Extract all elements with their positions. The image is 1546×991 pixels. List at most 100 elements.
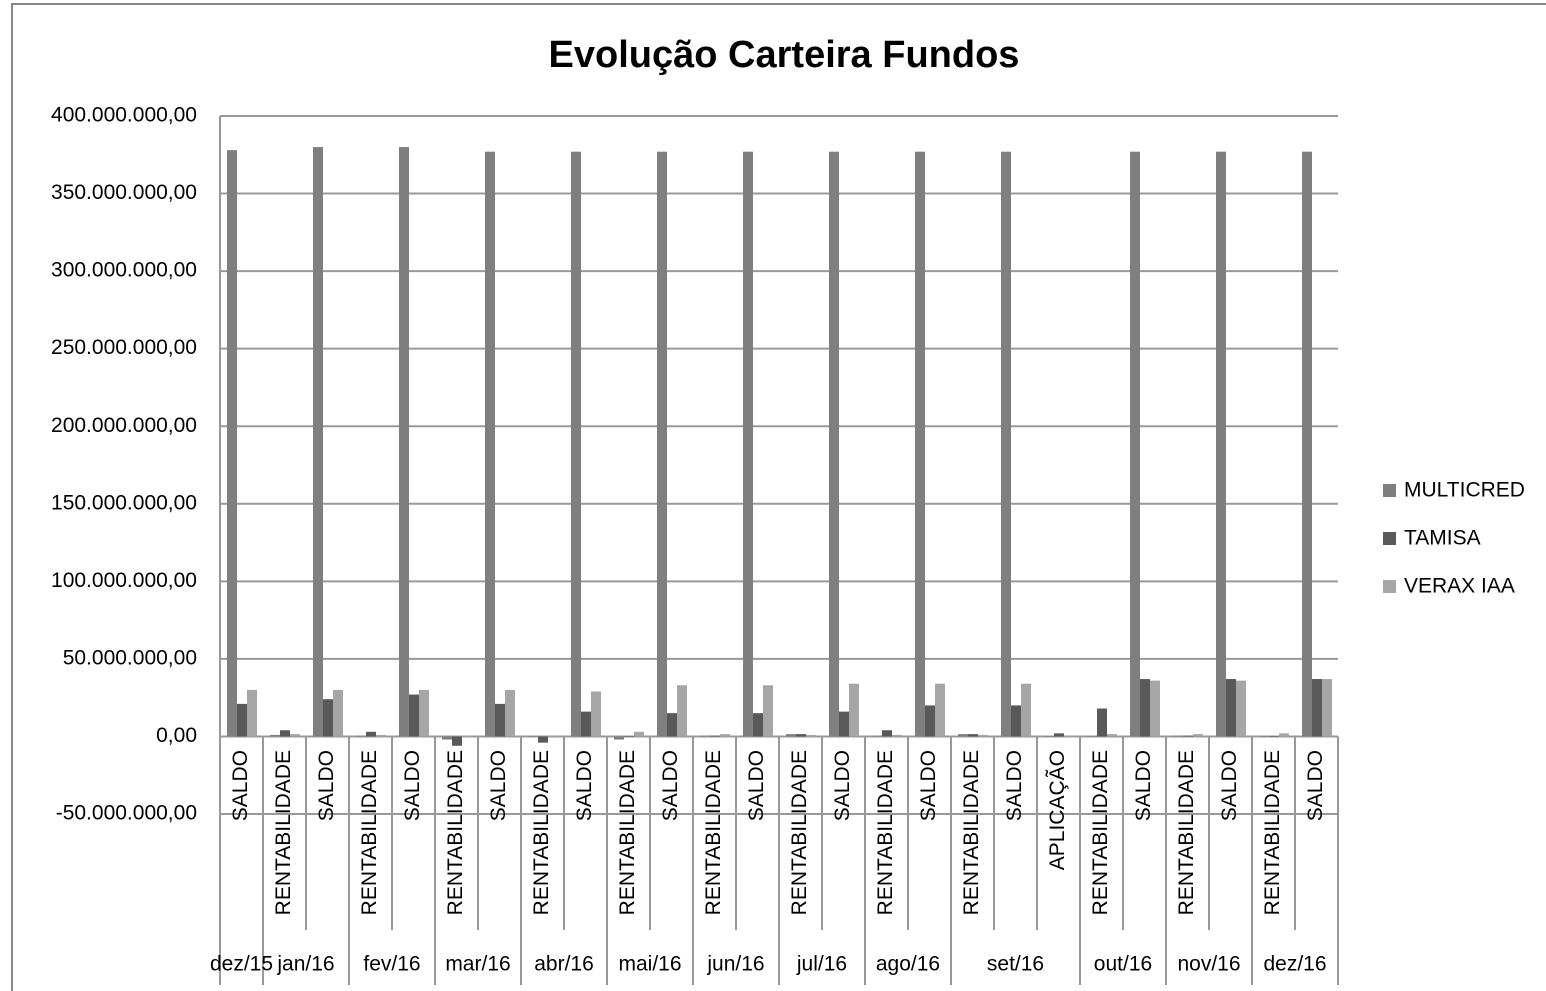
bar	[1087, 736, 1097, 737]
bar	[968, 734, 978, 737]
bar	[1150, 680, 1160, 737]
legend-swatch	[1383, 580, 1396, 593]
bar	[915, 151, 925, 737]
bar	[1140, 679, 1150, 737]
y-tick-label: 200.000.000,00	[51, 414, 197, 437]
x-tick-label: APLICAÇÃO	[1045, 750, 1069, 870]
bar	[806, 734, 816, 737]
bar	[624, 736, 634, 737]
bar	[1226, 679, 1236, 737]
bar	[366, 731, 376, 737]
bar	[1173, 735, 1183, 737]
bar	[591, 691, 601, 737]
x-tick-label: RENTABILIDADE	[1261, 750, 1284, 915]
bar	[677, 685, 687, 737]
x-tick-label: SALDO	[573, 750, 596, 821]
legend-label: VERAX IAA	[1404, 575, 1515, 598]
x-group-label: set/16	[987, 953, 1044, 976]
x-group-label: mai/16	[618, 953, 681, 976]
x-group-label: nov/16	[1177, 953, 1240, 976]
x-tick-label: RENTABILIDADE	[530, 750, 553, 915]
bar	[1001, 151, 1011, 737]
bar	[237, 703, 247, 737]
x-tick-label: RENTABILIDADE	[616, 750, 639, 915]
legend-swatch	[1383, 484, 1396, 497]
bar	[1302, 151, 1312, 737]
x-tick-label: SALDO	[315, 750, 338, 821]
bar	[528, 736, 538, 737]
bar	[1107, 734, 1117, 737]
legend-swatch	[1383, 532, 1396, 545]
y-tick-label: 300.000.000,00	[51, 259, 197, 282]
bar	[270, 734, 280, 737]
bar	[1269, 736, 1279, 737]
x-tick-label: RENTABILIDADE	[702, 750, 725, 915]
bar	[1259, 736, 1269, 737]
y-tick-label: 50.000.000,00	[63, 646, 197, 669]
bar	[1021, 683, 1031, 737]
legend-label: TAMISA	[1404, 527, 1481, 550]
y-tick-label: 400.000.000,00	[51, 104, 197, 127]
x-group-label: dez/16	[1263, 953, 1326, 976]
bar	[581, 711, 591, 737]
bar	[1044, 736, 1054, 737]
bar	[925, 705, 935, 737]
y-tick-label: 250.000.000,00	[51, 336, 197, 359]
x-group-label: ago/16	[876, 953, 940, 976]
x-group-label: fev/16	[363, 953, 420, 976]
bar	[700, 735, 710, 737]
x-tick-label: SALDO	[659, 750, 682, 821]
y-tick-label: 0,00	[156, 724, 197, 747]
bar	[247, 689, 257, 737]
bar	[786, 734, 796, 737]
bar	[892, 734, 902, 737]
bar	[442, 736, 452, 740]
bar	[958, 734, 968, 737]
x-tick-label: SALDO	[1304, 750, 1327, 821]
x-tick-label: RENTABILIDADE	[444, 750, 467, 915]
bar	[495, 703, 505, 737]
bar	[872, 735, 882, 737]
bar	[634, 731, 644, 737]
x-tick-label: SALDO	[229, 750, 252, 821]
bar	[614, 736, 624, 740]
x-tick-label: SALDO	[831, 750, 854, 821]
x-group-label: out/16	[1094, 953, 1152, 976]
bar	[743, 151, 753, 737]
bar	[280, 730, 290, 737]
bar	[1193, 734, 1203, 737]
y-tick-label: 350.000.000,00	[51, 181, 197, 204]
bar	[290, 734, 300, 737]
bar	[409, 694, 419, 737]
bar	[1054, 733, 1064, 737]
x-tick-label: RENTABILIDADE	[788, 750, 811, 915]
bar	[657, 151, 667, 737]
x-tick-label: SALDO	[1218, 750, 1241, 821]
bar	[1322, 679, 1332, 737]
bar	[882, 730, 892, 737]
bar	[419, 689, 429, 737]
bar	[356, 735, 366, 737]
chart-title: Evolução Carteira Fundos	[549, 34, 1020, 76]
bar	[935, 683, 945, 737]
bar	[1236, 680, 1246, 737]
y-tick-label: 150.000.000,00	[51, 491, 197, 514]
x-tick-label: SALDO	[1003, 750, 1026, 821]
x-group-label: abr/16	[534, 953, 594, 976]
bar	[323, 699, 333, 737]
bar	[313, 147, 323, 737]
bar	[452, 736, 462, 746]
bar	[505, 689, 515, 737]
x-tick-label: RENTABILIDADE	[960, 750, 983, 915]
bar	[720, 734, 730, 737]
x-tick-label: RENTABILIDADE	[1089, 750, 1112, 915]
x-group-label: jun/16	[706, 953, 764, 976]
bar	[667, 713, 677, 737]
y-tick-label: -50.000.000,00	[56, 802, 197, 825]
x-tick-label: SALDO	[745, 750, 768, 821]
x-tick-label: RENTABILIDADE	[874, 750, 897, 915]
bar	[1279, 733, 1289, 737]
chart-frame	[11, 3, 1546, 991]
x-group-label: dez/15	[210, 953, 273, 976]
